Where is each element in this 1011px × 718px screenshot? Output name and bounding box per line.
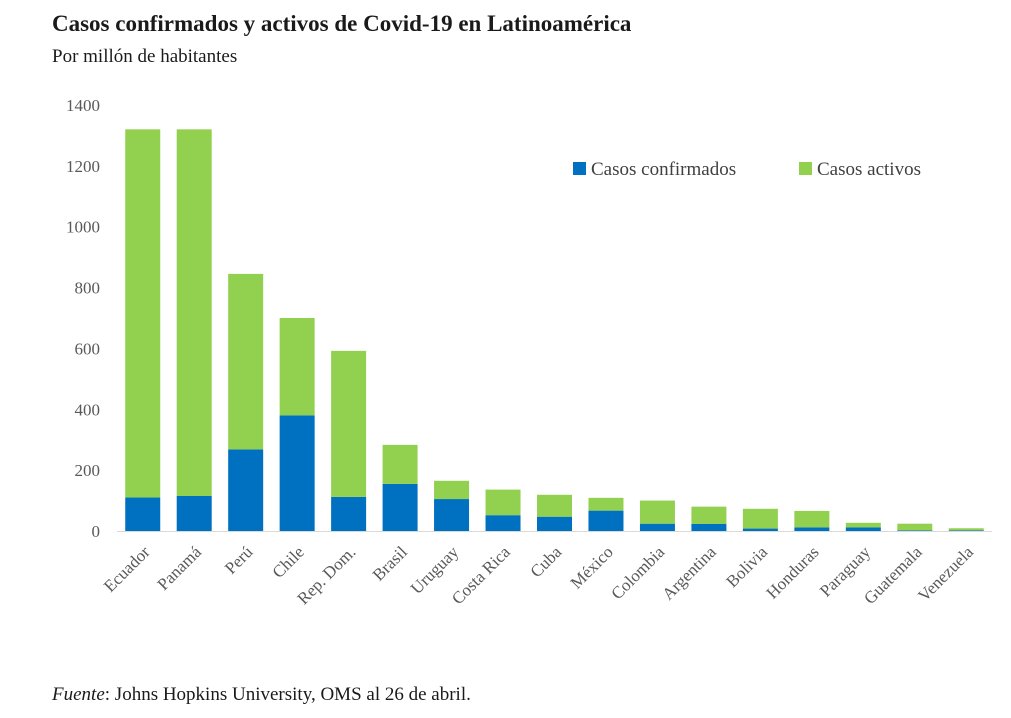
legend-label-activos: Casos activos: [817, 159, 921, 180]
bar-cuba-activos: [537, 494, 572, 517]
chart-subtitle: Por millón de habitantes: [52, 46, 238, 67]
bars-group: [125, 129, 984, 531]
y-tick-label: 800: [75, 279, 101, 298]
y-tick-label: 1200: [66, 157, 100, 176]
bar-rep-dom-activos: [331, 350, 367, 497]
x-tick-label-bolivia: Bolivia: [722, 542, 771, 591]
bar-chile-activos: [279, 318, 315, 416]
x-tick-label-colombia: Colombia: [607, 542, 668, 603]
bar-argentina-confirmados: [691, 524, 727, 531]
bar-panama-confirmados: [176, 496, 212, 531]
bar-rep-dom-confirmados: [331, 496, 367, 531]
bar-argentina-activos: [691, 506, 727, 525]
bar-honduras-confirmados: [794, 527, 830, 531]
bar-ecuador-activos: [125, 129, 161, 498]
x-tick-label-ecuador: Ecuador: [100, 542, 154, 596]
source-note: Fuente: Johns Hopkins University, OMS al…: [52, 684, 471, 706]
y-tick-label: 1000: [66, 218, 100, 237]
x-tick-label-cuba: Cuba: [527, 542, 566, 581]
stacked-bar-chart: 0 200 400 600 800 1000 1200 1400 Ecuador Panamá P…: [66, 96, 992, 608]
bar-colombia-activos: [639, 500, 675, 524]
legend-swatch-activos: [799, 162, 812, 175]
bar-guatemala-activos: [897, 523, 933, 531]
bar-colombia-confirmados: [639, 523, 675, 531]
chart-title: Casos confirmados y activos de Covid-19 …: [52, 11, 632, 36]
bar-ecuador-confirmados: [125, 497, 161, 531]
x-tick-label-peru: Perú: [221, 542, 257, 578]
y-tick-label: 400: [75, 400, 101, 419]
source-label: Fuente: [52, 684, 105, 705]
x-tick-label-chile: Chile: [268, 542, 307, 581]
bar-costa-rica-confirmados: [485, 515, 521, 531]
x-tick-label-venezuela: Venezuela: [914, 542, 977, 605]
x-tick-label-honduras: Honduras: [763, 542, 823, 602]
bar-costa-rica-activos: [485, 489, 521, 516]
source-text: : Johns Hopkins University, OMS al 26 de…: [104, 684, 471, 705]
y-tick-label: 600: [75, 339, 101, 358]
bar-panama-activos: [176, 129, 212, 497]
bar-cuba-confirmados: [537, 516, 572, 531]
bar-mexico-activos: [588, 497, 624, 511]
bar-uruguay-activos: [434, 480, 470, 500]
bar-brasil-confirmados: [382, 483, 418, 531]
x-tick-label-argentina: Argentina: [658, 542, 720, 604]
bar-mexico-confirmados: [588, 510, 624, 531]
y-tick-label: 1400: [66, 96, 100, 115]
bar-bolivia-confirmados: [742, 528, 778, 531]
bar-chile-confirmados: [279, 415, 315, 531]
bar-peru-activos: [228, 273, 264, 450]
bar-venezuela-confirmados: [948, 530, 984, 531]
y-axis: 0 200 400 600 800 1000 1200 1400: [66, 96, 100, 541]
bar-brasil-activos: [382, 444, 418, 484]
x-tick-label-brasil: Brasil: [369, 542, 411, 584]
legend-label-confirmados: Casos confirmados: [591, 159, 736, 180]
y-tick-label: 200: [75, 461, 101, 480]
y-tick-label: 0: [92, 522, 101, 541]
bar-honduras-activos: [794, 510, 830, 528]
x-tick-label-mexico: México: [567, 542, 617, 592]
bar-paraguay-confirmados: [845, 527, 881, 531]
bar-guatemala-confirmados: [897, 530, 933, 531]
bar-uruguay-confirmados: [434, 499, 470, 531]
bar-venezuela-activos: [948, 528, 984, 531]
bar-paraguay-activos: [845, 522, 881, 528]
legend: Casos confirmados Casos activos: [573, 159, 921, 180]
bar-peru-confirmados: [228, 449, 264, 531]
bar-bolivia-activos: [742, 508, 778, 529]
x-tick-label-panama: Panamá: [154, 542, 206, 594]
legend-swatch-confirmados: [573, 162, 586, 175]
